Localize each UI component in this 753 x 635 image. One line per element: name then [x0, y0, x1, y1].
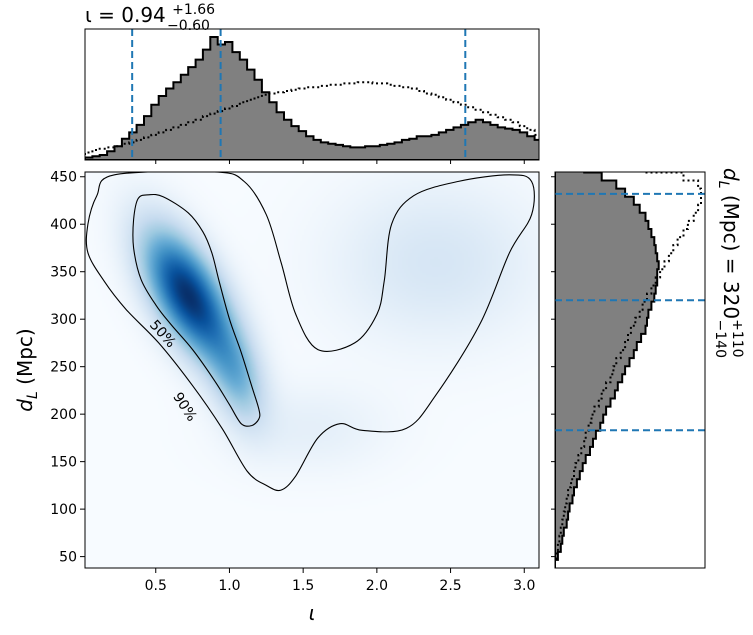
iota-summary-title: ι = 0.94 +1.66 −0.60 [85, 0, 221, 34]
iota-summary-lower: −0.60 [167, 18, 210, 34]
dL-posterior-histogram [555, 172, 660, 568]
iota-prior-histogram [85, 81, 539, 160]
x-axis-label: ι [309, 601, 316, 625]
iota-marginal-histogram [84, 28, 540, 164]
y-tick-label: 300 [50, 312, 77, 328]
dL-summary-value: (Mpc) = 320 [719, 189, 743, 320]
iota-posterior-histogram [85, 36, 539, 160]
dL-marginal-histogram [551, 171, 706, 569]
iota-summary-value: ι = 0.94 [85, 3, 166, 27]
y-tick-label: 450 [50, 170, 77, 186]
y-tick-label: 100 [50, 502, 77, 518]
y-tick-label: 350 [50, 265, 77, 281]
x-tick-label: 2.5 [439, 578, 461, 594]
dL-summary-title: dL (Mpc) = 320+110−140 [712, 168, 745, 358]
dL-prior-histogram [555, 172, 702, 568]
y-tick-label: 50 [59, 550, 77, 566]
x-tick-label: 1.5 [292, 578, 314, 594]
right-axes-frame [554, 171, 706, 569]
y-tick-label: 250 [50, 360, 77, 376]
joint-axes-frame [84, 171, 540, 569]
density-heatmap [85, 172, 539, 568]
x-tick-label: 2.0 [366, 578, 388, 594]
contour-90pct [85, 172, 535, 492]
joint-density-plot: 50%90% 0.5 1.0 1.5 2.0 2.5 3.0 50100150200250… [13, 170, 540, 625]
dL-summary-upper: +110 [729, 319, 745, 357]
y-tick-label: 400 [50, 217, 77, 233]
x-tick-label: 0.5 [145, 578, 167, 594]
x-tick-label: 1.0 [218, 578, 240, 594]
y-axis-label: dL (Mpc) [13, 328, 41, 411]
y-tick-label: 150 [50, 455, 77, 471]
dL-summary-lower: −140 [712, 320, 728, 358]
x-tick-label: 3.0 [513, 578, 535, 594]
y-tick-label: 200 [50, 407, 77, 423]
iota-summary-upper: +1.66 [172, 2, 215, 18]
contour-50pct [132, 193, 261, 427]
top-axes-frame [84, 28, 540, 161]
